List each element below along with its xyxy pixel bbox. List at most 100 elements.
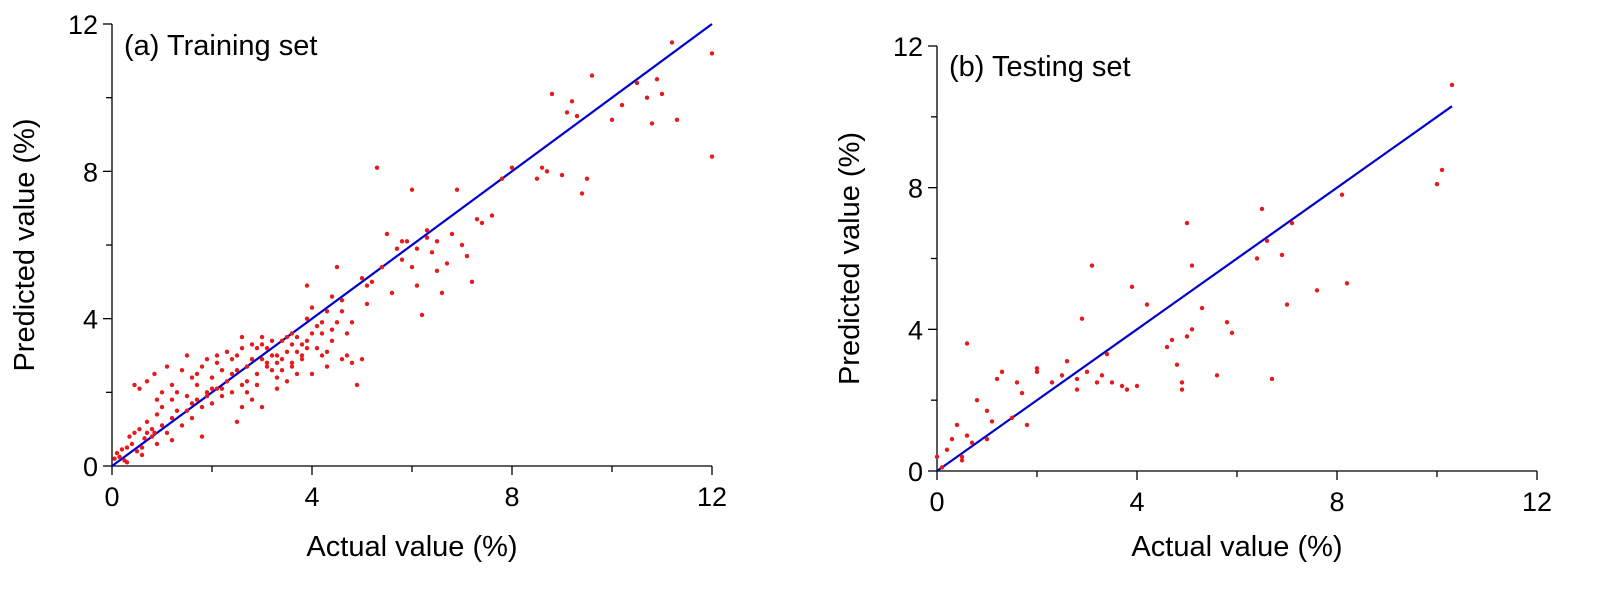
x-axis-label: Actual value (%) xyxy=(306,531,517,563)
data-point xyxy=(229,371,235,377)
data-point xyxy=(354,382,360,388)
data-point xyxy=(189,375,195,380)
data-point xyxy=(644,95,650,100)
panel-title: (b) Testing set xyxy=(949,51,1131,83)
data-point xyxy=(209,386,215,391)
data-point xyxy=(1189,327,1195,332)
data-point xyxy=(414,246,420,251)
data-point xyxy=(1339,192,1345,197)
data-point xyxy=(137,426,142,432)
data-point xyxy=(1174,362,1180,367)
training-set-chart: 0 4 8 12 0 4 8 12 Actual value (%) Predicted valu… xyxy=(9,10,727,563)
data-point xyxy=(394,246,400,251)
data-point xyxy=(314,323,320,329)
data-point xyxy=(229,356,235,362)
data-point xyxy=(219,393,225,399)
data-point xyxy=(314,345,320,351)
data-point xyxy=(1179,380,1185,385)
data-point xyxy=(249,397,255,402)
data-point xyxy=(127,434,132,439)
data-point xyxy=(319,331,325,336)
data-point xyxy=(174,390,180,395)
data-point xyxy=(309,371,315,377)
data-point xyxy=(479,220,485,226)
data-point xyxy=(269,338,275,343)
x-tick-label: 8 xyxy=(504,482,519,512)
data-point xyxy=(964,433,970,438)
data-point xyxy=(469,279,475,285)
data-point xyxy=(339,356,345,362)
data-point xyxy=(239,334,245,340)
data-point xyxy=(219,368,225,373)
data-point xyxy=(549,91,555,97)
data-point xyxy=(224,379,230,384)
y-tick-label: 4 xyxy=(908,315,923,345)
data-point xyxy=(319,353,325,358)
data-point xyxy=(379,264,385,270)
data-point xyxy=(229,390,235,395)
data-point xyxy=(1084,369,1090,375)
data-point xyxy=(1129,284,1135,290)
data-point xyxy=(214,386,220,391)
data-point xyxy=(129,441,135,447)
data-point xyxy=(304,338,310,343)
data-point xyxy=(259,356,265,362)
data-point xyxy=(169,397,175,402)
data-point xyxy=(369,279,375,285)
data-point xyxy=(264,360,270,366)
data-point xyxy=(149,426,155,432)
data-point xyxy=(219,386,225,391)
data-point xyxy=(309,305,315,310)
data-point xyxy=(404,239,410,244)
data-point xyxy=(1164,344,1170,350)
data-point xyxy=(169,438,175,443)
fit-line xyxy=(111,23,713,467)
data-point xyxy=(194,371,200,377)
data-point xyxy=(194,382,200,388)
data-point xyxy=(304,345,310,351)
x-tick-label: 8 xyxy=(1329,487,1344,517)
data-point xyxy=(1049,380,1055,385)
data-point xyxy=(1449,82,1455,88)
data-point xyxy=(1034,366,1040,371)
data-point xyxy=(244,379,250,384)
data-point xyxy=(1079,316,1085,321)
data-point xyxy=(289,331,295,336)
data-point xyxy=(112,456,117,461)
data-point xyxy=(254,382,260,388)
data-point xyxy=(1254,256,1260,261)
data-point xyxy=(949,436,955,442)
y-tick-label: 4 xyxy=(83,305,98,335)
data-point xyxy=(239,382,245,388)
data-point xyxy=(974,397,980,403)
data-point xyxy=(152,371,157,377)
y-tick-label: 12 xyxy=(893,32,923,62)
data-point xyxy=(279,356,285,362)
data-point xyxy=(169,382,175,388)
data-point xyxy=(174,408,180,413)
testing-set-chart: 0 4 8 12 0 4 8 12 Actual value (%) Predicted valu… xyxy=(834,32,1552,563)
data-point xyxy=(294,349,300,355)
data-point xyxy=(659,91,665,97)
data-point xyxy=(189,401,195,406)
data-point xyxy=(359,275,365,281)
data-point xyxy=(989,419,995,424)
data-point xyxy=(299,353,305,358)
y-tick-label: 0 xyxy=(83,452,98,482)
data-point xyxy=(1284,302,1290,307)
data-point xyxy=(1259,206,1265,212)
data-point xyxy=(409,187,415,192)
data-point xyxy=(1119,383,1125,389)
data-point xyxy=(364,301,370,307)
data-point xyxy=(709,154,715,159)
data-point xyxy=(1009,415,1015,421)
data-point xyxy=(199,404,205,410)
data-point xyxy=(289,360,295,366)
data-point xyxy=(154,412,160,417)
data-point xyxy=(409,264,415,270)
data-point xyxy=(534,176,540,181)
data-point xyxy=(304,316,310,321)
data-point xyxy=(959,454,965,460)
data-point xyxy=(289,364,295,369)
data-point xyxy=(164,364,170,369)
